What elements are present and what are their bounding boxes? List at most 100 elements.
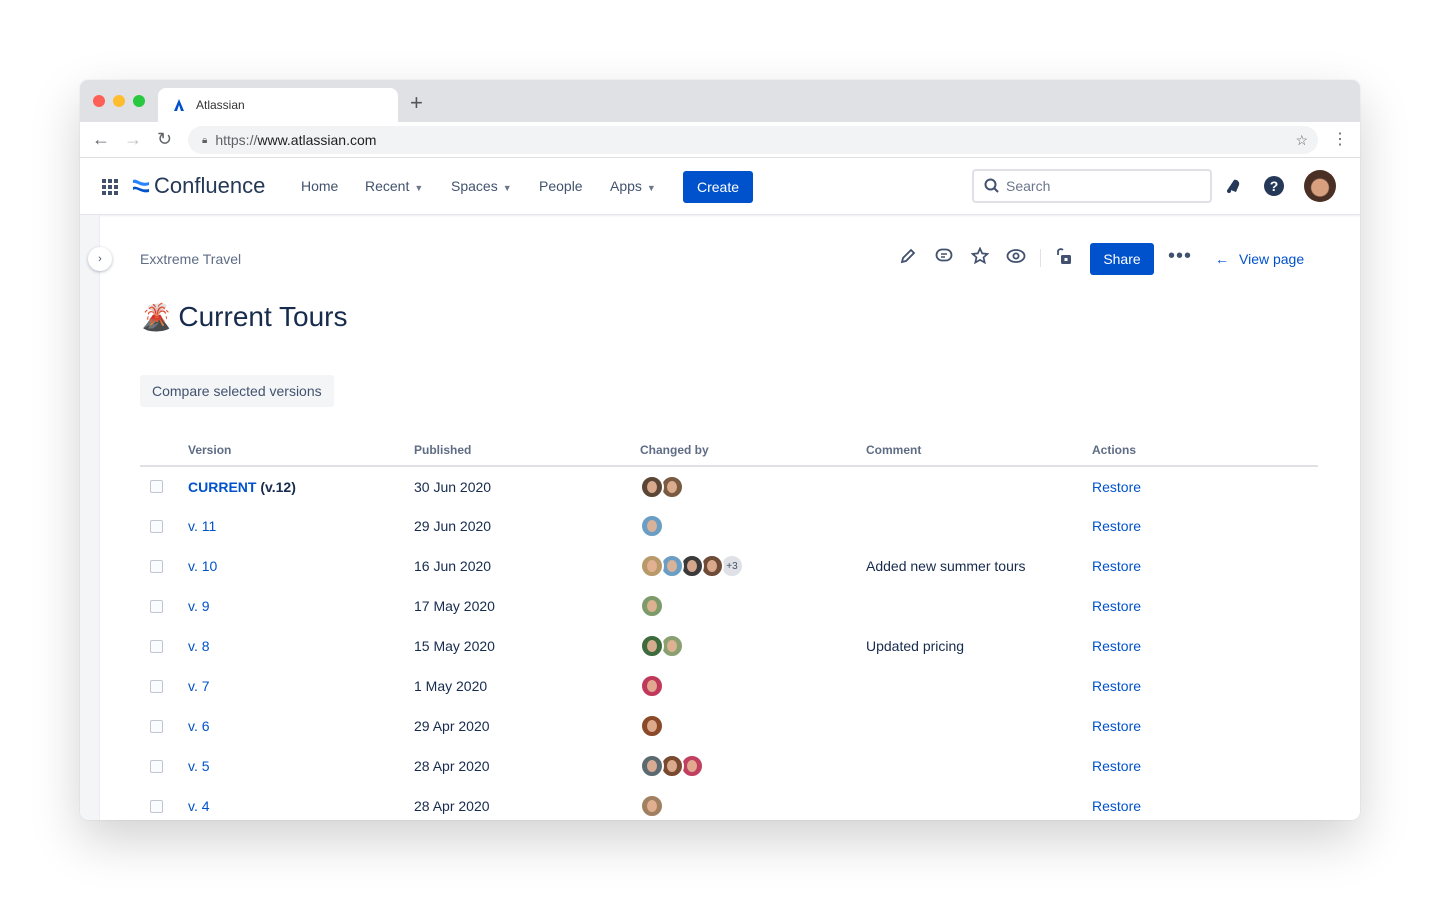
- restore-link[interactable]: Restore: [1092, 518, 1142, 534]
- browser-menu-icon[interactable]: ⋮: [1332, 131, 1348, 148]
- browser-tab[interactable]: Atlassian: [158, 88, 398, 122]
- more-actions-icon[interactable]: •••: [1168, 245, 1193, 267]
- version-label: v. 4: [188, 798, 210, 814]
- version-link[interactable]: v. 9: [188, 598, 210, 614]
- version-link[interactable]: v. 5: [188, 758, 210, 774]
- avatar[interactable]: [660, 754, 684, 778]
- version-checkbox[interactable]: [150, 719, 163, 733]
- app-switcher-icon[interactable]: [102, 179, 118, 195]
- restrictions-unlock-icon[interactable]: [1055, 247, 1073, 265]
- published-date: 28 Apr 2020: [414, 798, 490, 814]
- table-row: v. 11 29 Jun 2020 Restore: [140, 506, 1318, 546]
- avatar[interactable]: [660, 474, 684, 499]
- select-column-header: [140, 435, 188, 467]
- restore-link[interactable]: Restore: [1092, 798, 1142, 814]
- back-icon[interactable]: ←: [92, 129, 110, 149]
- version-checkbox[interactable]: [150, 679, 163, 693]
- avatar[interactable]: [640, 474, 664, 499]
- table-row: v. 9 17 May 2020 Restore: [140, 586, 1318, 626]
- restore-link[interactable]: Restore: [1092, 598, 1142, 614]
- restore-link[interactable]: Restore: [1092, 638, 1142, 654]
- changed-by-avatars: [640, 474, 866, 499]
- avatar[interactable]: [640, 794, 664, 818]
- expand-sidebar-button[interactable]: ›: [88, 247, 112, 271]
- new-tab-icon[interactable]: +: [410, 90, 423, 115]
- avatar[interactable]: [640, 754, 664, 778]
- nav-home[interactable]: Home: [301, 178, 339, 194]
- version-comment: [866, 466, 1092, 506]
- close-window-button[interactable]: [93, 95, 105, 107]
- restore-link[interactable]: Restore: [1092, 678, 1142, 694]
- version-link[interactable]: v. 8: [188, 638, 210, 654]
- user-avatar[interactable]: [1304, 170, 1336, 202]
- version-label: v. 6: [188, 718, 210, 734]
- restore-link[interactable]: Restore: [1092, 758, 1142, 774]
- edit-pencil-icon[interactable]: [899, 247, 917, 265]
- sidebar: [80, 215, 100, 820]
- avatar[interactable]: [680, 754, 704, 778]
- version-checkbox[interactable]: [150, 480, 163, 493]
- table-row: v. 10 16 Jun 2020 +3 Added new summer to…: [140, 546, 1318, 586]
- table-row: v. 8 15 May 2020 Updated pricing Restore: [140, 626, 1318, 666]
- view-page-link[interactable]: ← View page: [1215, 251, 1304, 267]
- published-date: 17 May 2020: [414, 598, 495, 614]
- compare-versions-button[interactable]: Compare selected versions: [140, 375, 334, 407]
- version-checkbox[interactable]: [150, 799, 163, 813]
- version-link[interactable]: v. 7: [188, 678, 210, 694]
- search-input[interactable]: Search: [972, 169, 1212, 203]
- nav-apps-label: Apps: [610, 178, 642, 194]
- comment-icon[interactable]: [935, 247, 953, 265]
- url-prefix: https://: [215, 132, 258, 148]
- version-link[interactable]: v. 6: [188, 718, 210, 734]
- nav-spaces[interactable]: Spaces ▼: [451, 178, 512, 194]
- version-label: v. 11: [188, 518, 217, 534]
- version-label: v. 9: [188, 598, 210, 614]
- url-input[interactable]: 🔒︎ https:// www.atlassian.com ☆: [188, 126, 1318, 154]
- star-icon[interactable]: [971, 247, 989, 265]
- create-button[interactable]: Create: [683, 171, 753, 203]
- search-icon: [984, 178, 999, 193]
- version-checkbox[interactable]: [150, 639, 163, 653]
- table-row: v. 7 1 May 2020 Restore: [140, 666, 1318, 706]
- avatar[interactable]: [640, 554, 664, 578]
- confluence-logo-icon: [133, 179, 149, 193]
- help-icon[interactable]: ?: [1264, 176, 1284, 196]
- minimize-window-button[interactable]: [113, 95, 125, 107]
- avatar[interactable]: [640, 514, 664, 538]
- version-checkbox[interactable]: [150, 519, 163, 533]
- restore-link[interactable]: Restore: [1092, 718, 1142, 734]
- restore-link[interactable]: Restore: [1092, 558, 1142, 574]
- watch-eye-icon[interactable]: [1006, 247, 1026, 265]
- nav-people[interactable]: People: [539, 178, 583, 194]
- forward-icon[interactable]: →: [124, 129, 142, 149]
- version-link[interactable]: v. 4: [188, 798, 210, 814]
- version-link[interactable]: CURRENT (v.12): [188, 479, 296, 495]
- version-checkbox[interactable]: [150, 599, 163, 613]
- notifications-bell-icon[interactable]: [1225, 177, 1243, 195]
- tab-title: Atlassian: [196, 98, 245, 112]
- maximize-window-button[interactable]: [133, 95, 145, 107]
- avatar[interactable]: [640, 594, 664, 618]
- version-link[interactable]: v. 10: [188, 558, 217, 574]
- reload-icon[interactable]: ↻: [157, 129, 173, 149]
- avatar[interactable]: [640, 714, 664, 738]
- top-navigation: Confluence Home Recent ▼ Spaces ▼ People A…: [80, 158, 1360, 215]
- bookmark-star-icon[interactable]: ☆: [1295, 131, 1308, 148]
- table-row: v. 6 29 Apr 2020 Restore: [140, 706, 1318, 746]
- nav-recent[interactable]: Recent ▼: [365, 178, 423, 194]
- version-checkbox[interactable]: [150, 759, 163, 773]
- changed-by-avatars: +3: [640, 554, 866, 578]
- more-contributors-badge[interactable]: +3: [720, 554, 744, 578]
- product-name: Confluence: [154, 173, 266, 198]
- nav-apps[interactable]: Apps ▼: [610, 178, 656, 194]
- breadcrumb[interactable]: Exxtreme Travel: [140, 251, 242, 267]
- avatar[interactable]: [640, 634, 664, 658]
- restore-link[interactable]: Restore: [1092, 478, 1142, 495]
- version-checkbox[interactable]: [150, 559, 163, 573]
- version-label: v. 8: [188, 638, 210, 654]
- confluence-logo[interactable]: Confluence: [132, 173, 265, 199]
- version-number: (v.12): [256, 478, 296, 495]
- version-link[interactable]: v. 11: [188, 518, 216, 534]
- avatar[interactable]: [640, 674, 664, 698]
- share-button[interactable]: Share: [1090, 243, 1154, 275]
